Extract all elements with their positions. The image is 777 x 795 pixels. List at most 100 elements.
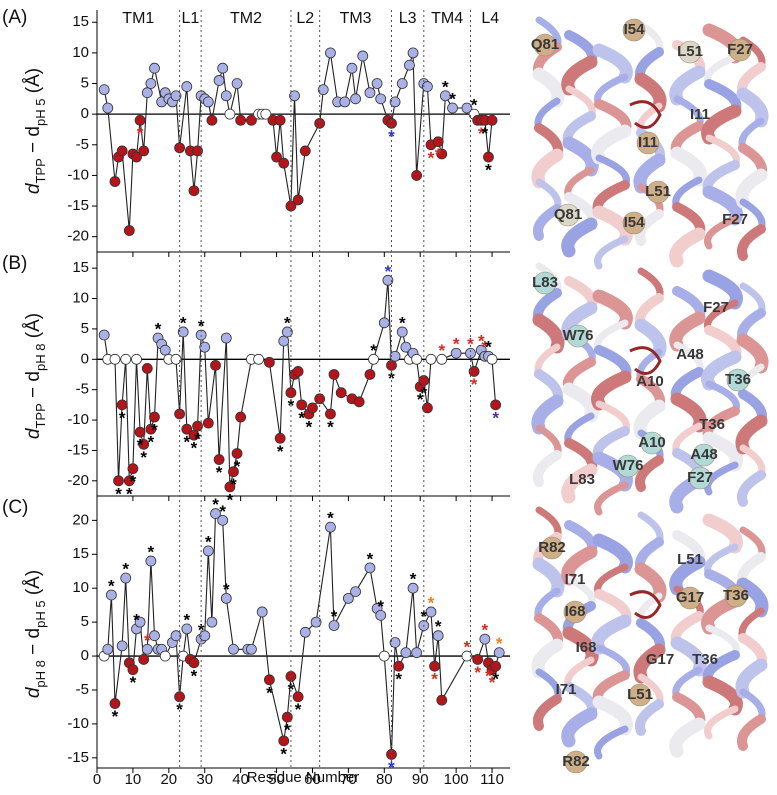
significance-marker: * bbox=[464, 638, 471, 657]
data-point bbox=[285, 387, 297, 399]
significance-marker: * bbox=[474, 663, 481, 682]
data-point bbox=[271, 151, 282, 163]
data-point bbox=[206, 114, 218, 126]
residue-sphere bbox=[622, 18, 646, 42]
significance-marker: * bbox=[180, 313, 187, 332]
data-point bbox=[202, 417, 214, 429]
data-point bbox=[310, 616, 322, 628]
y-tick-label: 0 bbox=[81, 647, 89, 664]
data-point bbox=[102, 102, 114, 114]
data-point bbox=[120, 353, 132, 365]
x-tick-label: 0 bbox=[93, 771, 101, 788]
data-point bbox=[411, 170, 423, 181]
residue-sphere bbox=[566, 324, 590, 348]
data-point bbox=[131, 151, 142, 163]
ribbon bbox=[629, 100, 662, 129]
residue-sphere bbox=[678, 586, 702, 610]
significance-marker: * bbox=[115, 484, 122, 503]
significance-marker: * bbox=[140, 448, 147, 467]
significance-marker: * bbox=[137, 436, 144, 455]
data-point bbox=[220, 332, 232, 344]
significance-marker: * bbox=[471, 96, 478, 115]
data-point bbox=[375, 93, 387, 105]
region-label: L1 bbox=[181, 10, 199, 27]
significance-marker: * bbox=[395, 670, 402, 689]
data-point bbox=[396, 326, 408, 338]
y-tick-label: -10 bbox=[67, 715, 89, 732]
y-label-part: pH 5 bbox=[33, 99, 48, 126]
significance-marker: * bbox=[148, 433, 155, 452]
significance-marker: * bbox=[410, 570, 417, 589]
data-point bbox=[131, 353, 142, 365]
significance-marker: * bbox=[230, 475, 237, 494]
data-point bbox=[116, 640, 128, 652]
data-point bbox=[439, 90, 451, 102]
residue-label: I54 bbox=[624, 21, 646, 38]
data-point bbox=[138, 654, 150, 665]
data-point bbox=[421, 402, 433, 414]
residue-label: W76 bbox=[613, 457, 644, 474]
significance-marker: * bbox=[205, 532, 212, 551]
data-point bbox=[177, 326, 189, 338]
y-tick-label: -5 bbox=[76, 381, 89, 398]
significance-marker: * bbox=[428, 593, 435, 612]
data-point bbox=[98, 84, 110, 96]
data-point bbox=[314, 117, 326, 129]
ribbon bbox=[669, 311, 706, 352]
residue-label: R82 bbox=[562, 753, 590, 770]
data-point bbox=[220, 592, 232, 604]
y-tick-label: -10 bbox=[67, 411, 89, 428]
y-label-part: pH 8 bbox=[33, 344, 48, 371]
x-axis-label: Residue Number bbox=[247, 769, 360, 786]
ribbon bbox=[594, 235, 629, 270]
data-point bbox=[350, 586, 361, 597]
x-tick-label: 100 bbox=[444, 771, 469, 788]
significance-marker: * bbox=[485, 338, 492, 357]
significance-marker: * bbox=[449, 90, 456, 109]
data-point bbox=[368, 353, 379, 365]
ribbon bbox=[670, 146, 707, 187]
data-point bbox=[217, 62, 229, 74]
data-point bbox=[407, 582, 419, 594]
region-label: L3 bbox=[399, 10, 417, 27]
data-point bbox=[220, 90, 232, 102]
data-point bbox=[105, 589, 117, 601]
data-point bbox=[407, 47, 419, 59]
significance-marker: * bbox=[298, 408, 305, 427]
data-point bbox=[159, 344, 171, 356]
significance-marker: * bbox=[420, 384, 427, 403]
x-tick-label: 70 bbox=[340, 771, 357, 788]
significance-marker: * bbox=[151, 420, 158, 439]
ribbon bbox=[533, 694, 562, 731]
y-label-part: − d bbox=[23, 628, 44, 660]
significance-marker: * bbox=[112, 707, 119, 726]
significance-marker: * bbox=[385, 262, 392, 281]
significance-marker: * bbox=[191, 439, 198, 458]
residue-label: L83 bbox=[569, 471, 595, 488]
significance-marker: * bbox=[183, 610, 190, 629]
data-point bbox=[170, 630, 182, 642]
data-point bbox=[145, 555, 157, 567]
ribbon bbox=[737, 224, 766, 261]
data-point bbox=[116, 145, 128, 157]
data-point bbox=[364, 562, 376, 574]
residue-label: A10 bbox=[638, 434, 666, 451]
y-tick-label: 15 bbox=[72, 13, 89, 30]
residue-label: I54 bbox=[624, 214, 646, 231]
data-point bbox=[210, 508, 221, 519]
x-tick-label: 20 bbox=[160, 771, 177, 788]
significance-marker: * bbox=[266, 683, 273, 702]
structure: R82 L51 I71 T36 G17 I68 I68 G17 T36 I71 L51 R82 bbox=[531, 506, 769, 774]
data-point bbox=[386, 117, 397, 129]
y-label-part: TPP bbox=[33, 158, 48, 183]
data-point bbox=[296, 399, 308, 411]
region-label: TM4 bbox=[431, 10, 463, 27]
residue-label: A48 bbox=[676, 346, 704, 363]
y-label-part: TPP bbox=[33, 403, 48, 428]
y-label-part: pH 5 bbox=[33, 600, 48, 627]
residue-label: I11 bbox=[690, 106, 710, 123]
data-point bbox=[411, 353, 423, 365]
residue-label: I11 bbox=[638, 134, 658, 151]
x-tick-label: 40 bbox=[232, 771, 249, 788]
